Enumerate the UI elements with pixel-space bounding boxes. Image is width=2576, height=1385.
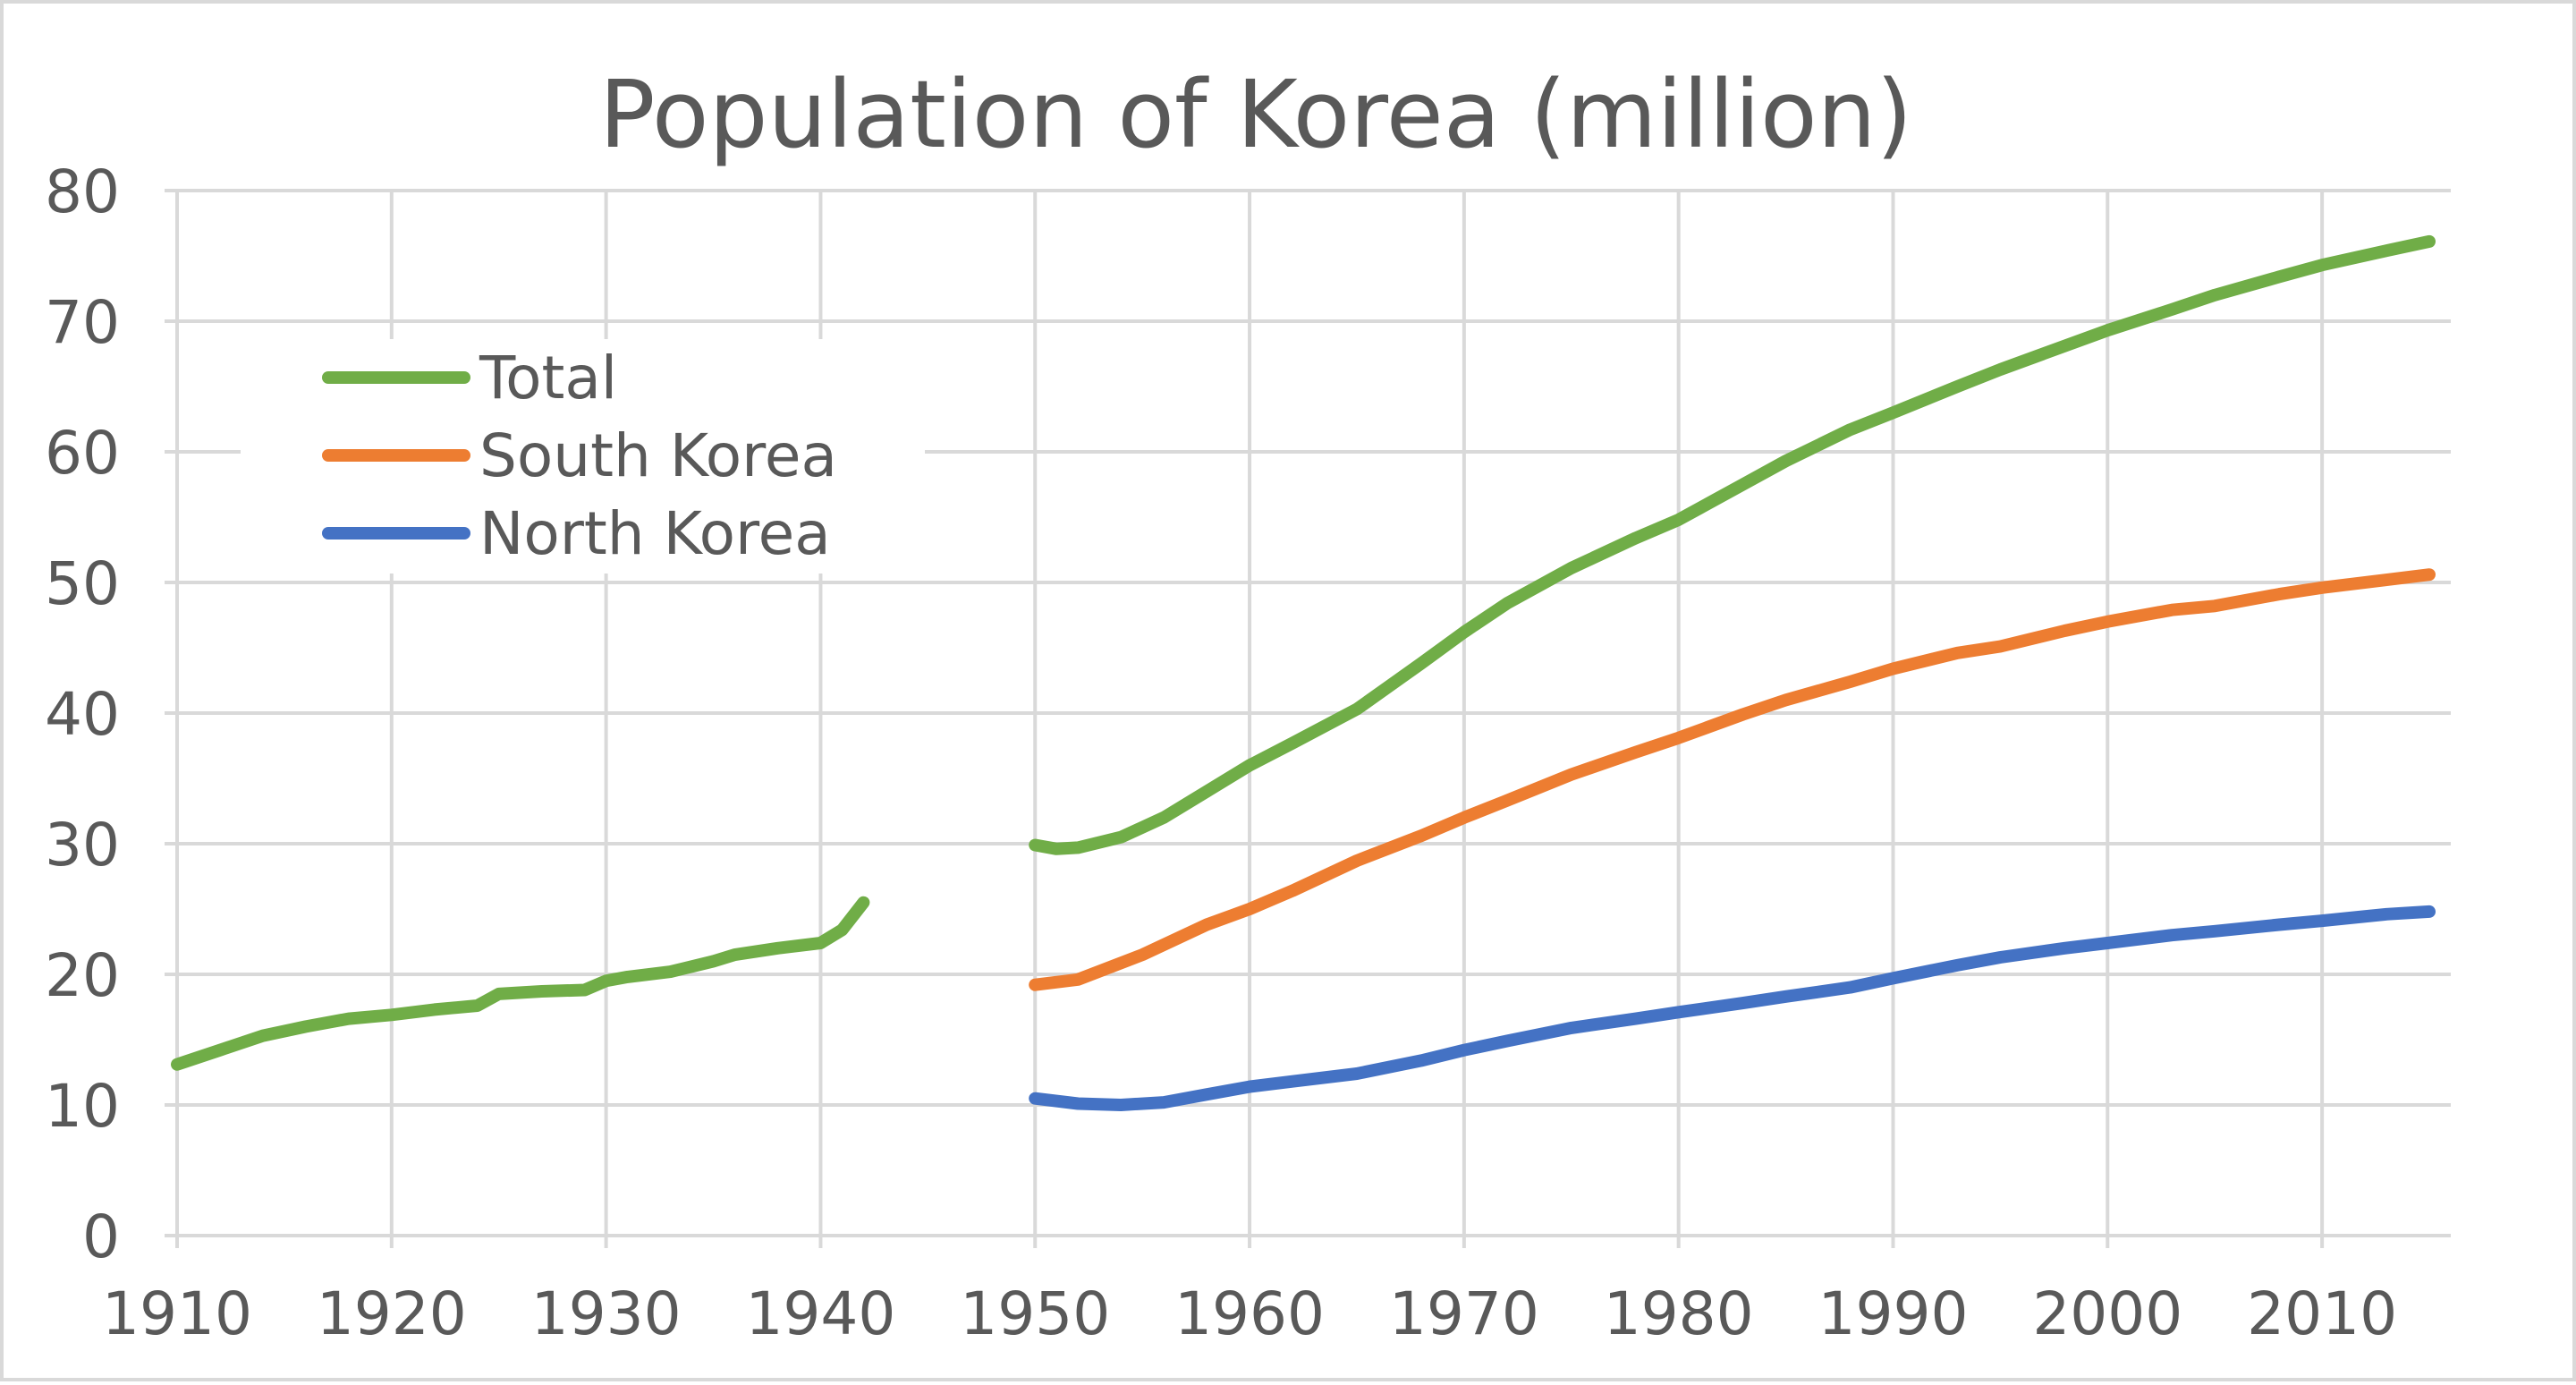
series-line-north-korea — [1029, 905, 2436, 1111]
x-tick-label: 1950 — [960, 1279, 1110, 1348]
y-tick-label: 20 — [45, 941, 120, 1010]
axes: 0 10 20 30 40 50 60 70 80 1910 1920 1930 1940 1950 196… — [45, 157, 2397, 1348]
x-tick-label: 1990 — [1818, 1279, 1969, 1348]
legend: Total South Korea North Korea — [241, 339, 925, 574]
line-chart: 0 10 20 30 40 50 60 70 80 1910 1920 1930 1940 1950 196… — [45, 60, 2451, 1348]
series-line-total — [171, 896, 870, 1071]
y-tick-label: 10 — [45, 1072, 120, 1141]
x-tick-label: 2010 — [2247, 1279, 2397, 1348]
legend-label: Total — [479, 344, 617, 412]
y-tick-label: 30 — [45, 811, 120, 879]
legend-label: South Korea — [479, 421, 837, 490]
x-tick-label: 1930 — [531, 1279, 682, 1348]
x-tick-label: 1970 — [1389, 1279, 1539, 1348]
series-line-south-korea — [1029, 568, 2436, 991]
x-tick-label: 1980 — [1604, 1279, 1754, 1348]
x-tick-label: 1940 — [745, 1279, 895, 1348]
chart-title: Population of Korea (million) — [599, 60, 1912, 169]
series-line-total — [1029, 234, 2436, 855]
series-lines — [171, 234, 2436, 1111]
y-tick-label: 80 — [45, 157, 120, 226]
y-tick-label: 60 — [45, 419, 120, 488]
y-tick-label: 40 — [45, 680, 120, 749]
y-tick-label: 50 — [45, 549, 120, 618]
x-tick-label: 1910 — [102, 1279, 252, 1348]
y-tick-label: 70 — [45, 288, 120, 357]
y-tick-label: 0 — [82, 1202, 120, 1271]
x-tick-label: 1960 — [1174, 1279, 1325, 1348]
x-tick-label: 2000 — [2032, 1279, 2182, 1348]
x-tick-label: 1920 — [317, 1279, 467, 1348]
legend-label: North Korea — [479, 499, 831, 568]
